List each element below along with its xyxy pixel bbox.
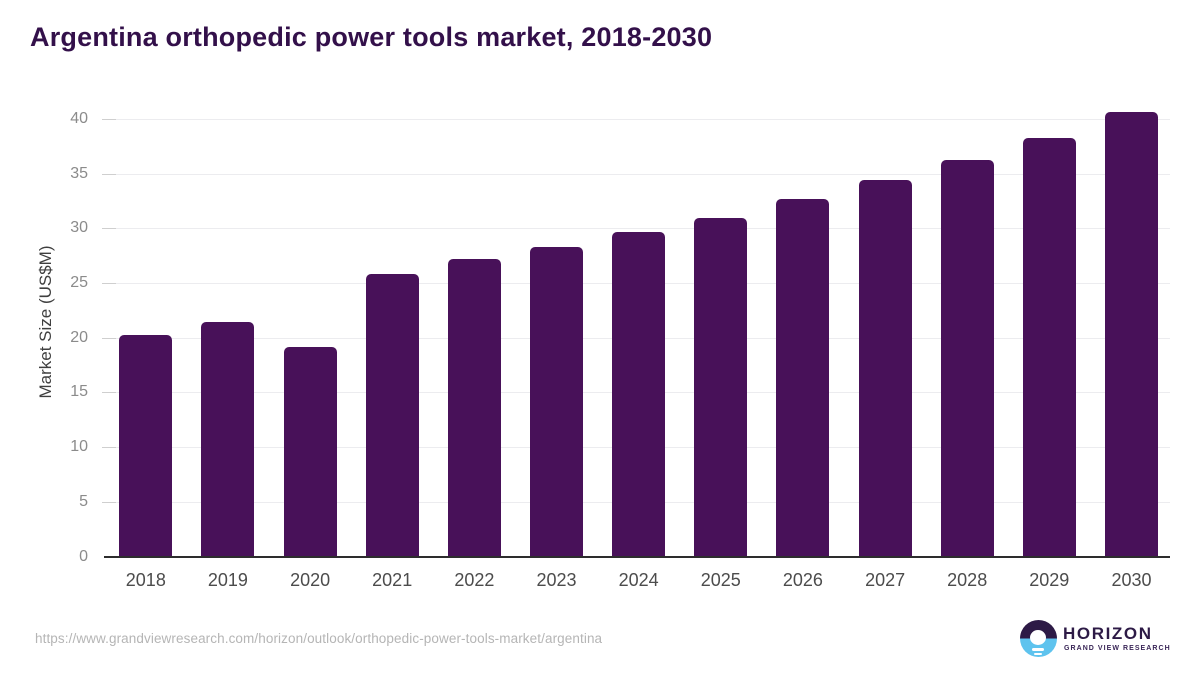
x-axis-tick-label: 2027 — [865, 570, 906, 590]
bar-2019 — [201, 321, 255, 556]
chart-title: Argentina orthopedic power tools market,… — [30, 22, 713, 52]
y-axis-tick-label: 30 — [70, 219, 88, 237]
bar-2030 — [1105, 111, 1158, 556]
x-axis-tick-label: 2021 — [372, 570, 413, 590]
logo-brand-text: HORIZON — [1063, 624, 1153, 643]
x-axis-tick-label: 2020 — [290, 570, 331, 590]
y-tick-mark — [102, 282, 116, 284]
sun-reflection-line — [1032, 648, 1044, 651]
source-url: https://www.grandviewresearch.com/horizo… — [35, 631, 603, 646]
y-tick-mark — [102, 447, 116, 449]
bar-2026 — [776, 199, 830, 556]
x-axis-tick-label: 2018 — [125, 570, 166, 590]
x-axis-tick-label: 2029 — [1029, 570, 1070, 590]
sun-reflection-line — [1034, 652, 1042, 655]
bar-2029 — [1022, 137, 1076, 556]
y-tick-mark — [102, 337, 116, 339]
bar-2025 — [694, 217, 748, 556]
x-axis-tick-label: 2019 — [207, 570, 248, 590]
x-axis-tick-label: 2022 — [454, 570, 495, 590]
gridline-y-40 — [104, 118, 1170, 120]
y-axis-tick-label: 0 — [79, 547, 88, 565]
y-axis-tick-label: 35 — [70, 164, 88, 182]
horizon-logo: HORIZON GRAND VIEW RESEARCH — [1020, 619, 1180, 659]
y-tick-mark — [102, 228, 116, 230]
y-axis-tick-label: 40 — [70, 109, 88, 127]
bar-2023 — [530, 247, 583, 556]
bar-2027 — [858, 179, 912, 556]
y-axis-tick-label: 10 — [70, 438, 88, 456]
y-axis-tick-label: 20 — [70, 328, 88, 346]
y-axis-tick-label: 5 — [79, 492, 88, 510]
y-axis-tick-label: 15 — [70, 383, 88, 401]
bar-2022 — [447, 259, 501, 556]
y-axis-title: Market Size (US$M) — [36, 245, 55, 399]
y-tick-mark — [102, 501, 116, 503]
sun-icon — [1030, 630, 1046, 645]
bar-2028 — [940, 159, 994, 556]
bar-2020 — [283, 346, 337, 556]
x-axis-tick-label: 2026 — [782, 570, 823, 590]
x-axis-tick-label: 2025 — [700, 570, 741, 590]
x-axis-tick-label: 2028 — [947, 570, 988, 590]
y-tick-mark — [102, 392, 116, 394]
bar-2024 — [612, 232, 666, 556]
y-tick-mark — [102, 173, 116, 175]
x-axis-tick-label: 2030 — [1111, 570, 1152, 590]
plot-area: 0 5 10 15 20 25 30 35 40 2018 2019 2020 2021 2022 2023… — [70, 98, 1170, 590]
y-tick-mark — [102, 118, 116, 120]
horizon-logo-icon — [1020, 620, 1057, 657]
x-axis-line — [104, 556, 1170, 558]
logo-tagline-text: GRAND VIEW RESEARCH — [1064, 645, 1171, 652]
y-axis-tick-label: 25 — [70, 273, 88, 291]
gridline-y-35 — [104, 173, 1170, 175]
x-axis-tick-label: 2024 — [618, 570, 659, 590]
bar-2018 — [119, 334, 173, 556]
gridline-y-30 — [104, 228, 1170, 230]
bar-2021 — [365, 273, 419, 556]
x-axis-tick-label: 2023 — [536, 570, 577, 590]
